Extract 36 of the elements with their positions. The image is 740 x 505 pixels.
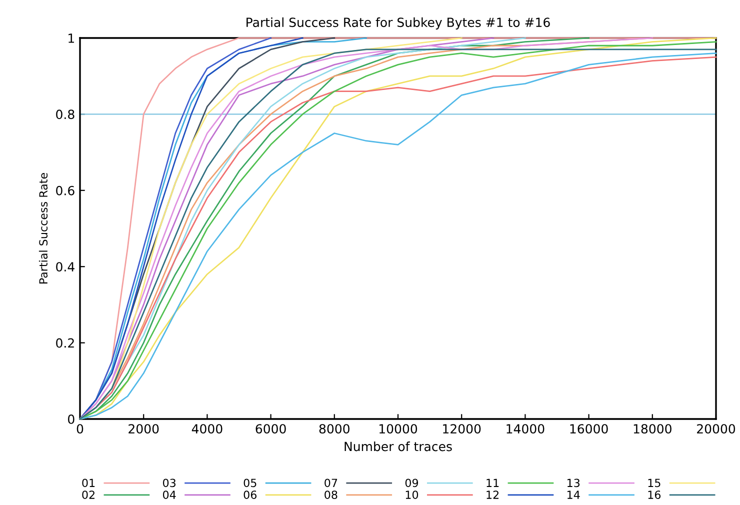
x-tick-label: 18000 [634,424,672,434]
x-tick-label: 14000 [506,424,544,434]
x-tick-label: 6000 [256,424,286,434]
x-tick-label: 10000 [379,424,418,434]
legend-label: 16 [648,490,661,499]
legend-label: 14 [568,490,580,499]
legend-label: 12 [486,490,498,499]
x-tick-label: 20000 [697,424,736,434]
legend-label: 05 [244,478,256,488]
y-axis-title: Partial Success Rate [38,173,48,284]
chart-title: Partial Success Rate for Subkey Bytes #1 to #16 [246,17,550,30]
legend-label: 03 [162,478,176,488]
x-tick-label: 2000 [128,424,159,434]
y-tick-label: 0.4 [56,262,74,272]
y-tick-label: 1 [68,34,74,43]
legend-label: 13 [568,478,580,488]
legend-label: 09 [405,478,418,488]
legend-label: 06 [244,490,256,499]
legend-label: 04 [162,490,176,499]
x-axis-title: Number of traces [344,442,452,452]
x-tick-label: 0 [76,424,84,434]
legend-label: 11 [486,478,499,487]
x-tick-label: 16000 [570,424,608,434]
y-tick-label: 0.8 [56,110,74,120]
x-tick-label: 12000 [443,424,481,434]
y-tick-label: 0.2 [56,338,74,348]
legend-label: 10 [406,490,418,499]
legend-label: 15 [648,478,660,488]
legend-label: 02 [82,490,94,499]
legend-label: 07 [324,478,338,488]
legend-label: 01 [82,478,95,488]
x-tick-label: 8000 [319,424,350,434]
y-tick-label: 0 [68,414,74,424]
legend-label: 08 [324,490,338,499]
y-tick-label: 0.6 [56,186,74,196]
x-tick-label: 4000 [192,424,222,434]
